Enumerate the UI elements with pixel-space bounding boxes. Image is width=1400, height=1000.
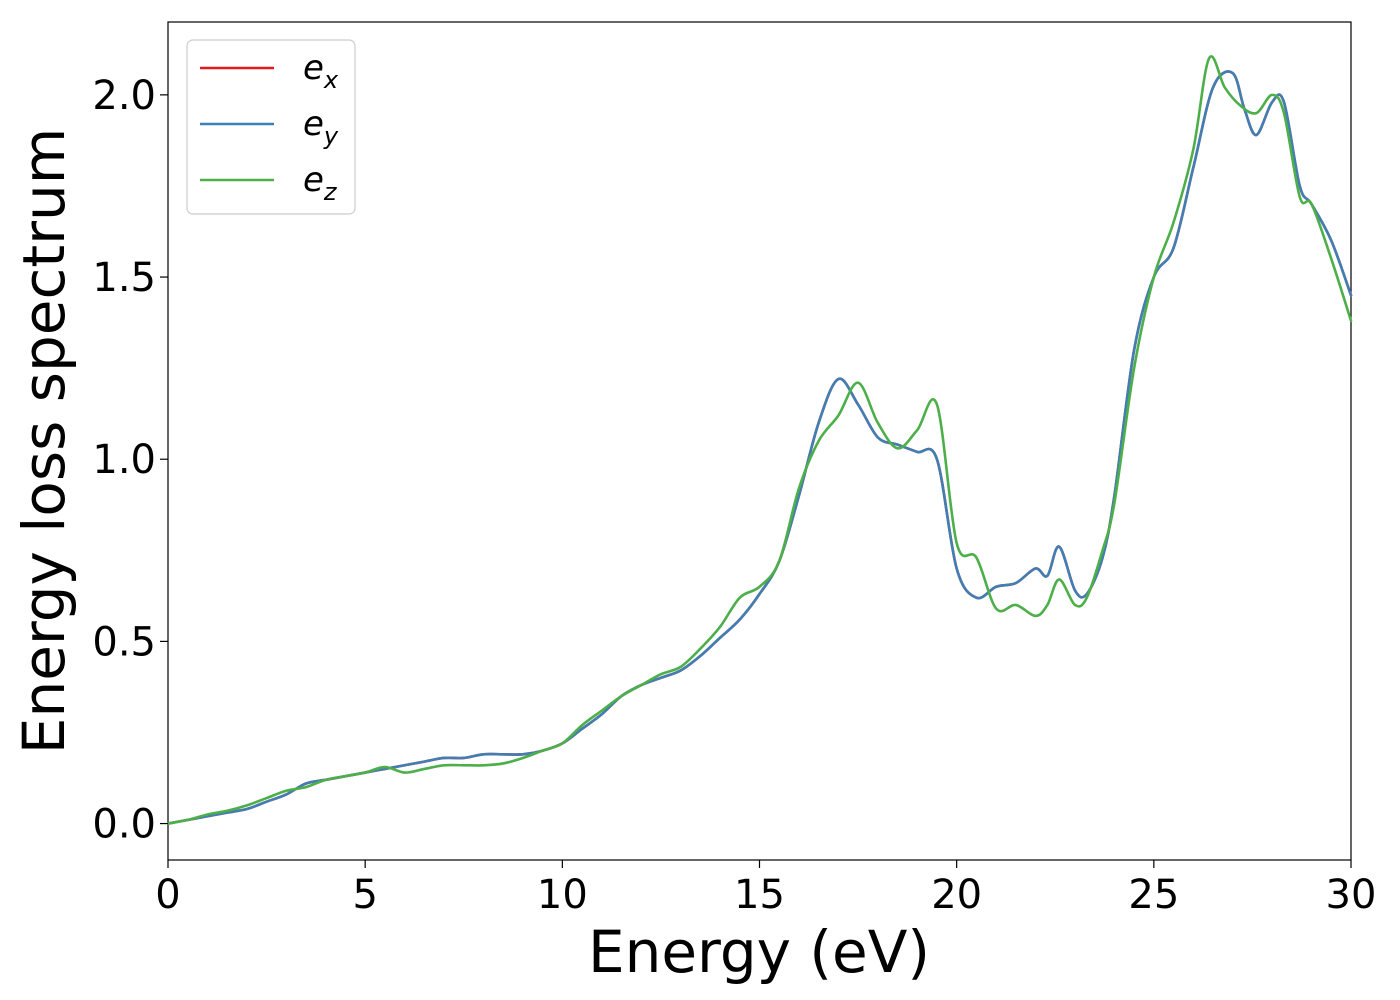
legend-label-subscript: z bbox=[323, 178, 338, 206]
x-tick-label: 5 bbox=[352, 872, 377, 918]
legend-label-base: e bbox=[303, 104, 324, 144]
x-tick-label: 20 bbox=[931, 872, 982, 918]
x-axis: 0 5 10 15 20 25 30 bbox=[155, 860, 1376, 918]
y-axis-label: Energy loss spectrum bbox=[10, 128, 78, 754]
series-lines bbox=[166, 55, 1353, 825]
y-tick-label: 2.0 bbox=[92, 73, 156, 119]
legend-label-ey: ey bbox=[303, 104, 339, 150]
y-axis: 0.0 0.5 1.0 1.5 2.0 bbox=[92, 73, 168, 848]
legend-label-ez: ez bbox=[303, 160, 338, 206]
y-tick-label: 0.5 bbox=[92, 619, 156, 665]
x-axis-label: Energy (eV) bbox=[588, 918, 930, 986]
x-tick-label: 10 bbox=[537, 872, 588, 918]
x-tick-label: 30 bbox=[1326, 872, 1377, 918]
y-tick-label: 1.0 bbox=[92, 437, 156, 483]
series-line-ez bbox=[166, 55, 1353, 825]
legend-label-base: e bbox=[303, 160, 324, 200]
x-tick-label: 0 bbox=[155, 872, 180, 918]
y-tick-label: 0.0 bbox=[92, 802, 156, 848]
legend-box bbox=[186, 39, 356, 215]
legend-label-subscript: y bbox=[323, 122, 339, 150]
x-tick-label: 25 bbox=[1128, 872, 1179, 918]
legend-label-subscript: x bbox=[323, 66, 339, 94]
legend-label-ex: ex bbox=[303, 48, 339, 94]
x-tick-label: 15 bbox=[734, 872, 785, 918]
series-line-ey bbox=[166, 70, 1353, 825]
y-tick-label: 1.5 bbox=[92, 255, 156, 301]
legend-label-base: e bbox=[303, 48, 324, 88]
